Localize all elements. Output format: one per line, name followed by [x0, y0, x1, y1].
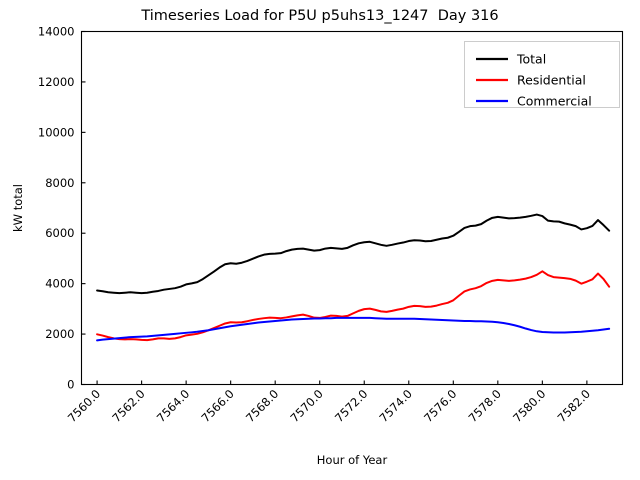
- x-tick-label: 7572.0: [332, 387, 370, 425]
- legend-label-commercial: Commercial: [517, 94, 592, 109]
- legend-label-residential: Residential: [517, 73, 586, 88]
- y-tick-label: 6000: [45, 226, 74, 240]
- x-axis-label: Hour of Year: [317, 453, 388, 467]
- y-tick-label: 12000: [38, 75, 75, 89]
- x-tick-label: 7560.0: [65, 387, 103, 425]
- x-tick-label: 7578.0: [466, 387, 504, 425]
- x-tick-label: 7580.0: [510, 387, 548, 425]
- legend-label-total: Total: [516, 52, 546, 67]
- y-tick-label: 10000: [38, 125, 75, 139]
- x-axis-ticks: 7560.0 7562.0 7564.0 7566.0 7568.0 7570.0 7572…: [65, 380, 593, 425]
- x-tick-label: 7562.0: [109, 387, 147, 425]
- axes-spines: [80, 30, 624, 386]
- data-series-group: [96, 213, 611, 342]
- chart-legend[interactable]: Total Residential Commercial: [464, 41, 620, 109]
- y-axis-ticks: 0 2000 4000 6000 8000 10000 12000 14000: [38, 25, 86, 392]
- x-tick-label: 7568.0: [243, 387, 281, 425]
- series-line-total: [96, 213, 611, 295]
- series-line-residential: [96, 270, 611, 342]
- y-tick-label: 14000: [38, 25, 75, 39]
- y-axis-label: kW total: [11, 184, 25, 232]
- chart-title: Timeseries Load for P5U p5uhs13_1247 Day…: [141, 8, 499, 24]
- x-tick-label: 7564.0: [154, 387, 192, 425]
- y-tick-label: 8000: [45, 176, 74, 190]
- x-tick-label: 7576.0: [421, 387, 459, 425]
- y-tick-label: 4000: [45, 277, 74, 291]
- y-tick-label: 2000: [45, 327, 74, 341]
- x-tick-label: 7570.0: [287, 387, 325, 425]
- x-tick-label: 7582.0: [555, 387, 593, 425]
- x-tick-label: 7574.0: [377, 387, 415, 425]
- series-line-commercial: [96, 316, 611, 342]
- y-tick-label: 0: [67, 378, 74, 392]
- legend-box: [464, 41, 620, 108]
- x-tick-label: 7566.0: [198, 387, 236, 425]
